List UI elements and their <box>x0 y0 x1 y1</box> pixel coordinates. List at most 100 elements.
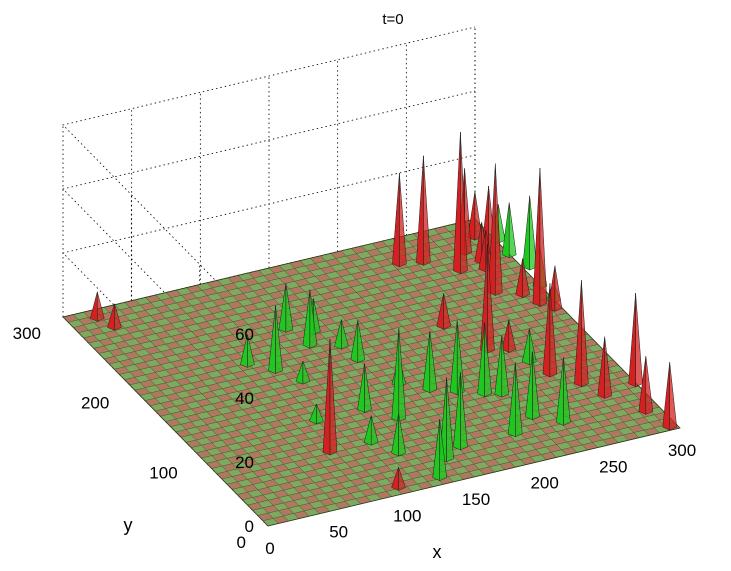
surface-cell <box>237 492 253 500</box>
surface-cell <box>88 327 105 336</box>
surface-cell <box>587 408 603 417</box>
surface-cell <box>345 382 362 391</box>
surface-cell <box>278 379 295 387</box>
peak-face-left <box>416 155 424 266</box>
surface-cell <box>531 364 547 372</box>
surface-cell <box>119 307 136 316</box>
surface-cell <box>402 246 419 255</box>
surface-cell <box>366 274 383 283</box>
surface-cell <box>222 360 238 369</box>
surface-cell <box>335 294 352 303</box>
surface-cell <box>453 453 469 462</box>
surface-cell <box>346 253 362 262</box>
peak-face-left <box>628 293 636 388</box>
surface-cell <box>365 480 382 489</box>
surface-cell <box>257 487 274 495</box>
peak-face-right <box>398 413 406 457</box>
surface-cell <box>412 463 428 472</box>
surface-cell <box>495 314 511 323</box>
x-axis-label: x <box>433 542 442 562</box>
surface-cell <box>350 426 367 435</box>
surface-cell <box>309 436 325 444</box>
surface-cell <box>325 258 341 267</box>
surface-cell <box>232 422 248 431</box>
surface-cell <box>372 241 388 249</box>
surface-cell <box>124 325 141 334</box>
surface-cell <box>515 439 531 447</box>
x-tick-label: 50 <box>329 523 348 542</box>
peak-face-right <box>474 191 483 241</box>
y-tick-label: 200 <box>81 394 109 413</box>
surface-cell <box>566 413 583 422</box>
surface-cell <box>160 375 176 383</box>
surface-cell <box>289 286 305 295</box>
mesh-line <box>330 253 536 463</box>
surface-cell <box>258 435 274 444</box>
surface-cell <box>196 398 212 407</box>
red-peak <box>628 293 643 388</box>
red-peak <box>662 362 677 431</box>
surface-cell <box>299 425 315 434</box>
peak-face-right <box>329 339 338 456</box>
surface-cell <box>402 324 418 332</box>
surface-cell <box>305 263 321 272</box>
surface-cell <box>320 292 336 300</box>
surface-cell <box>402 427 418 435</box>
surface-cell <box>355 444 372 453</box>
surface-cell <box>464 335 480 343</box>
surface-cell <box>310 255 326 264</box>
surface-cell <box>448 461 464 469</box>
surface-cell <box>160 400 176 409</box>
surface-cell <box>572 406 588 414</box>
surface-cell <box>371 370 387 378</box>
peak-face-right <box>247 334 255 368</box>
surface-cell <box>587 434 603 443</box>
surface-cell <box>298 503 315 511</box>
red-peak <box>515 258 530 298</box>
surface-cell <box>237 389 254 397</box>
surface-cell <box>211 401 228 410</box>
surface-cell <box>288 492 305 501</box>
surface-cell <box>361 308 377 316</box>
surface-cell <box>93 345 110 354</box>
surface-cell <box>325 284 341 292</box>
surface-cell <box>360 462 377 471</box>
surface-cell <box>608 429 624 438</box>
y-tick-label: 100 <box>149 463 177 482</box>
red-peak <box>453 132 468 275</box>
surface-cell <box>489 399 506 408</box>
surface-cell <box>438 373 454 382</box>
mesh-line <box>73 229 486 328</box>
surface-cell <box>242 381 259 389</box>
surface-cell <box>263 299 280 307</box>
surface-cell <box>490 322 506 331</box>
surface-cell <box>531 338 547 347</box>
peak-face-left <box>662 362 670 431</box>
surface-cell <box>257 461 274 470</box>
surface-cell <box>309 359 326 367</box>
surface-cell <box>412 360 429 368</box>
surface-cell <box>314 377 331 385</box>
surface-cell <box>613 396 629 404</box>
surface-cell <box>618 414 634 423</box>
mesh-line <box>68 223 481 323</box>
surface-cell <box>155 331 171 339</box>
surface-cell <box>463 464 480 472</box>
surface-cell <box>525 449 541 458</box>
surface-cell <box>253 366 269 374</box>
green-peak <box>477 322 492 398</box>
surface-cell <box>376 388 392 396</box>
surface-cell <box>376 439 392 448</box>
surface-cell <box>351 297 367 306</box>
peak-face-right <box>285 283 294 333</box>
surface-cell <box>423 293 439 301</box>
surface-cell <box>191 354 207 363</box>
surface-cell <box>402 453 418 461</box>
x-tick-label: 100 <box>393 506 421 525</box>
surface-cell <box>582 416 598 425</box>
surface-cell <box>232 370 248 379</box>
green-peak <box>556 357 571 426</box>
surface-cell <box>360 488 377 497</box>
surface-cell <box>587 357 604 365</box>
surface-cell <box>387 269 403 278</box>
